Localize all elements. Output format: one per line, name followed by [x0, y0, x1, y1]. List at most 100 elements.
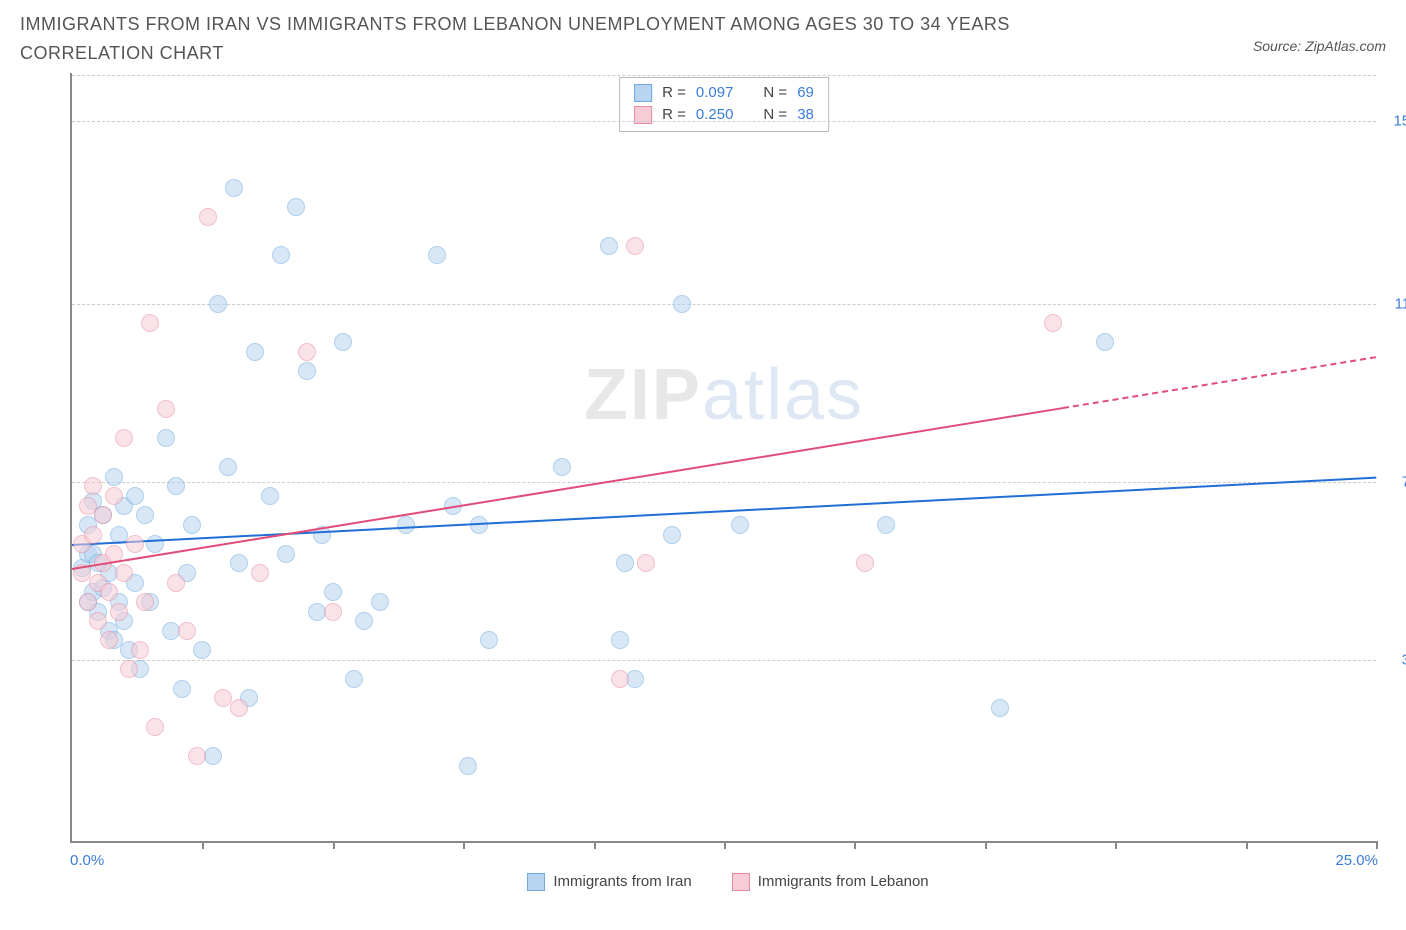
data-point-iran [272, 246, 290, 264]
data-point-iran [345, 670, 363, 688]
legend-swatch-iran [634, 84, 652, 102]
data-point-lebanon [115, 564, 133, 582]
data-point-lebanon [110, 603, 128, 621]
gridline [72, 304, 1376, 305]
stat-r-value-lebanon: 0.250 [696, 104, 734, 127]
stats-row-lebanon: R = 0.250 N = 38 [634, 104, 814, 127]
data-point-iran [146, 535, 164, 553]
data-point-iran [225, 179, 243, 197]
data-point-iran [324, 583, 342, 601]
data-point-iran [183, 516, 201, 534]
data-point-lebanon [120, 660, 138, 678]
data-point-lebanon [131, 641, 149, 659]
x-tick [333, 841, 335, 849]
x-tick [1246, 841, 1248, 849]
data-point-lebanon [167, 574, 185, 592]
gridline [72, 660, 1376, 661]
data-point-iran [397, 516, 415, 534]
trend-line [1063, 357, 1376, 410]
x-tick [594, 841, 596, 849]
data-point-iran [167, 477, 185, 495]
x-tick [1115, 841, 1117, 849]
data-point-iran [204, 747, 222, 765]
data-point-iran [991, 699, 1009, 717]
plot-container: ZIPatlas R =0.097N =69R =0.250N =38 0.0%… [70, 73, 1376, 843]
data-point-lebanon [199, 208, 217, 226]
stat-n-value-lebanon: 38 [797, 104, 814, 127]
legend-swatch-lebanon [732, 873, 750, 891]
stat-n-label: N = [763, 82, 787, 105]
chart-area: Unemployment Among Ages 30 to 34 years Z… [20, 73, 1386, 891]
stat-r-label: R = [662, 104, 686, 127]
chart-title: IMMIGRANTS FROM IRAN VS IMMIGRANTS FROM … [20, 10, 1120, 68]
legend-label-iran: Immigrants from Iran [553, 873, 691, 890]
watermark: ZIPatlas [584, 354, 864, 436]
data-point-lebanon [105, 487, 123, 505]
data-point-lebanon [324, 603, 342, 621]
y-tick-label: 3.8% [1381, 651, 1406, 668]
x-tick [202, 841, 204, 849]
stat-n-label: N = [763, 104, 787, 127]
data-point-iran [553, 458, 571, 476]
data-point-iran [371, 593, 389, 611]
data-point-lebanon [626, 237, 644, 255]
data-point-iran [428, 246, 446, 264]
stats-legend-box: R = 0.097 N = 69 R = 0.250 N = 38 [619, 77, 829, 132]
data-point-lebanon [611, 670, 629, 688]
data-point-iran [673, 295, 691, 313]
data-point-iran [616, 554, 634, 572]
data-point-iran [731, 516, 749, 534]
legend-item-iran: Immigrants from Iran [527, 873, 691, 891]
data-point-lebanon [136, 593, 154, 611]
stat-r-label: R = [662, 82, 686, 105]
source-label: Source: ZipAtlas.com [1253, 38, 1386, 54]
data-point-iran [480, 631, 498, 649]
legend-item-lebanon: Immigrants from Lebanon [732, 873, 929, 891]
data-point-lebanon [856, 554, 874, 572]
data-point-lebanon [251, 564, 269, 582]
gridline [72, 75, 1376, 76]
x-tick [1376, 841, 1378, 849]
data-point-lebanon [94, 506, 112, 524]
data-point-iran [298, 362, 316, 380]
data-point-lebanon [115, 429, 133, 447]
x-axis-max-label: 25.0% [1335, 852, 1378, 869]
stat-r-value-iran: 0.097 [696, 82, 734, 105]
data-point-lebanon [79, 593, 97, 611]
x-tick [985, 841, 987, 849]
data-point-lebanon [126, 535, 144, 553]
data-point-lebanon [100, 583, 118, 601]
stat-n-value-iran: 69 [797, 82, 814, 105]
watermark-part-b: atlas [702, 355, 864, 435]
data-point-lebanon [298, 343, 316, 361]
data-point-lebanon [84, 526, 102, 544]
data-point-iran [136, 506, 154, 524]
data-point-iran [459, 757, 477, 775]
legend-label-lebanon: Immigrants from Lebanon [758, 873, 929, 890]
data-point-lebanon [637, 554, 655, 572]
data-point-iran [355, 612, 373, 630]
data-point-iran [193, 641, 211, 659]
y-tick-label: 15.0% [1381, 112, 1406, 129]
data-point-lebanon [188, 747, 206, 765]
x-tick [463, 841, 465, 849]
data-point-iran [334, 333, 352, 351]
data-point-iran [230, 554, 248, 572]
data-point-iran [287, 198, 305, 216]
data-point-iran [1096, 333, 1114, 351]
x-axis-min-label: 0.0% [70, 852, 104, 869]
bottom-legend: Immigrants from Iran Immigrants from Leba… [70, 873, 1386, 891]
data-point-iran [209, 295, 227, 313]
trend-line [72, 407, 1063, 570]
gridline [72, 482, 1376, 483]
data-point-iran [157, 429, 175, 447]
data-point-iran [126, 487, 144, 505]
x-tick [724, 841, 726, 849]
data-point-iran [277, 545, 295, 563]
y-tick-label: 11.2% [1381, 295, 1406, 312]
data-point-lebanon [230, 699, 248, 717]
data-point-lebanon [1044, 314, 1062, 332]
data-point-iran [173, 680, 191, 698]
data-point-iran [626, 670, 644, 688]
x-tick [854, 841, 856, 849]
